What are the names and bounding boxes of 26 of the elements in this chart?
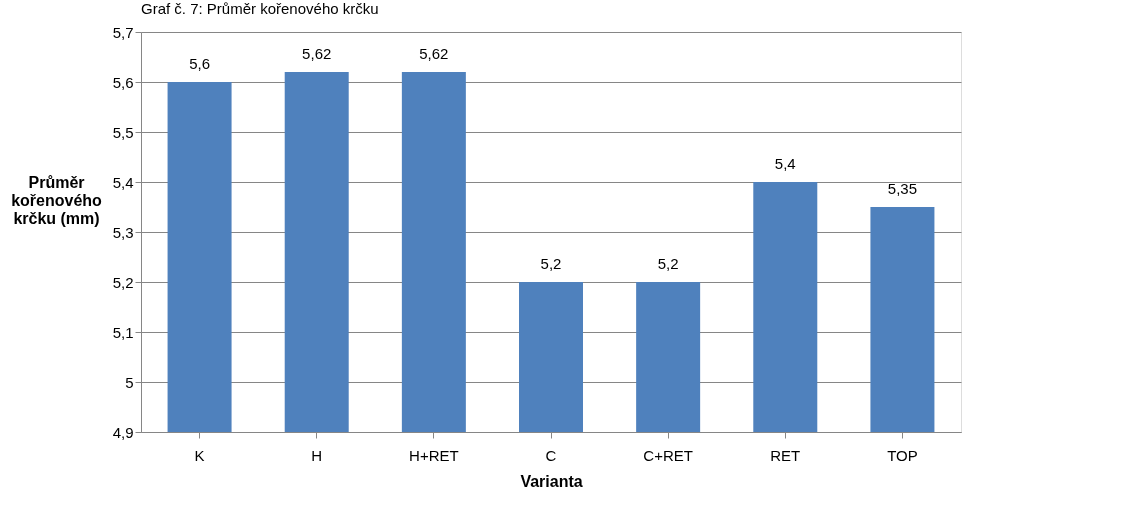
y-tick-label: 4,9 <box>112 423 134 441</box>
data-label: 5,62 <box>302 45 332 62</box>
x-tick-label: K <box>194 446 205 464</box>
data-label: 5,62 <box>419 45 449 62</box>
y-tick-label: 5,3 <box>112 223 134 241</box>
data-label: 5,2 <box>540 255 562 272</box>
y-tick-label: 5 <box>125 373 134 391</box>
x-tick-label: H <box>311 446 323 464</box>
y-tick-label: 5,5 <box>112 123 134 141</box>
y-tick-label: 5,7 <box>112 23 134 41</box>
data-label: 5,6 <box>189 55 210 72</box>
y-tick-label: 5,4 <box>112 173 134 191</box>
x-axis-title: Varianta <box>520 472 583 490</box>
chart-title: Graf č. 7: Průměr kořenového krčku <box>141 0 379 17</box>
y-tick-label: 5,6 <box>112 73 134 91</box>
x-tick-label: TOP <box>887 446 918 464</box>
x-tick-label: C+RET <box>643 446 693 464</box>
y-tick-label: 5,1 <box>112 323 134 341</box>
y-tick-label: 5,2 <box>112 273 134 291</box>
data-label: 5,2 <box>657 255 679 272</box>
data-label: 5,35 <box>887 180 918 197</box>
x-tick-label: C <box>545 446 557 464</box>
x-tick-label: RET <box>770 446 801 464</box>
y-axis-title: Průměr kořenového krčku (mm) <box>11 173 103 227</box>
x-tick-label: H+RET <box>409 446 459 464</box>
data-label: 5,4 <box>774 155 796 172</box>
